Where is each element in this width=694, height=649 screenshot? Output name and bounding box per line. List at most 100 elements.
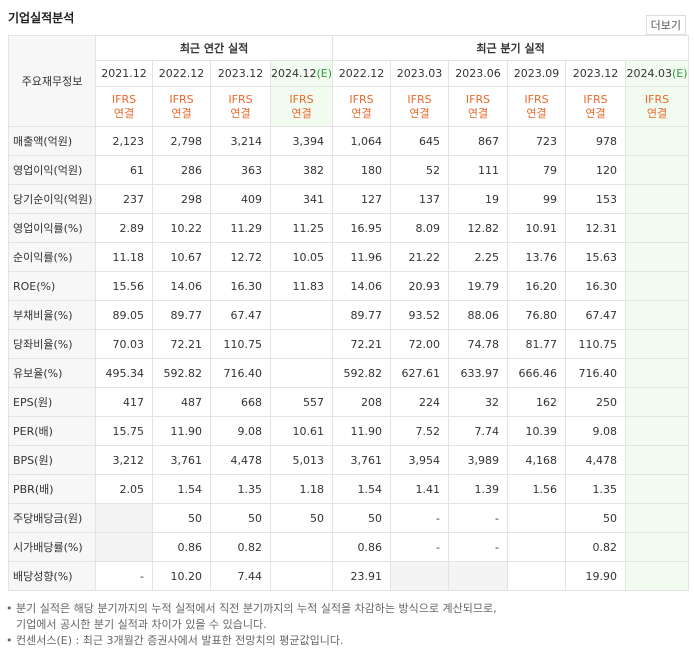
note: • 컨센서스(E) : 최근 3개월간 증권사에서 발표한 전망치의 평균값입니…: [6, 633, 497, 649]
data-row: PER(배) 15.75 11.90 9.08 10.61 11.90 7.52 7.74 10…: [8, 416, 690, 446]
bullet: •: [6, 602, 16, 615]
financial-table: 주요재무정보 최근 연간 실적 최근 분기 실적 2021.12 2022.12 2023…: [8, 35, 690, 591]
column-date: 2022.12: [152, 60, 211, 87]
header-row: IFRS 연결 IFRS 연결 IFRS 연결 IFRS 연결 IFRS 연결 IFRS 연결 IFRS…: [9, 86, 690, 127]
cell: -: [390, 532, 450, 562]
cell: 3,214: [210, 126, 271, 156]
row-label: 매출액(억원): [8, 126, 96, 156]
cell: 50: [152, 503, 211, 533]
more-button[interactable]: 더보기: [645, 15, 686, 35]
cell: 10.67: [152, 242, 211, 272]
cell: 409: [210, 184, 271, 214]
cell: 10.39: [507, 416, 567, 446]
header-row: 주요재무정보 최근 연간 실적 최근 분기 실적: [8, 35, 690, 127]
cell: 50: [269, 503, 334, 533]
column-standard: IFRS 연결: [210, 86, 271, 127]
cell: -: [95, 561, 153, 591]
cell: 88.06: [448, 300, 509, 330]
cell: 2,123: [95, 126, 153, 156]
standard: IFRS: [465, 92, 491, 106]
consolidation: 연결: [291, 106, 312, 120]
cell: [625, 561, 690, 591]
cell: [507, 561, 567, 591]
cell: 363: [210, 155, 271, 185]
consolidation: 연결: [526, 106, 547, 120]
consolidation: 연결: [351, 106, 372, 120]
data-row: 당좌비율(%) 70.03 72.21 110.75 72.21 72.00 74.78 81…: [8, 329, 690, 359]
column-standard: IFRS 연결: [152, 86, 211, 127]
note: 기업에서 공시한 분기 실적과 차이가 있을 수 있습니다.: [6, 617, 497, 633]
cell: 76.80: [507, 300, 567, 330]
cell: 487: [152, 387, 211, 417]
cell: 592.82: [332, 358, 392, 388]
cell: 50: [565, 503, 627, 533]
row-label: 영업이익(억원): [8, 155, 96, 185]
cell: 4,478: [565, 445, 627, 475]
cell: 89.05: [95, 300, 153, 330]
date: 2022.12: [158, 67, 205, 80]
cell: 286: [152, 155, 211, 185]
cell: 50: [210, 503, 271, 533]
cell: 645: [390, 126, 450, 156]
cell: 3,394: [269, 126, 334, 156]
cell: 11.29: [210, 213, 271, 243]
cell: 16.95: [332, 213, 392, 243]
cell: [625, 532, 690, 562]
cell: 1.56: [507, 474, 567, 504]
cell: [269, 329, 334, 359]
date: 2023.03: [396, 67, 443, 80]
cell: 137: [390, 184, 450, 214]
data-row: 부채비율(%) 89.05 89.77 67.47 89.77 93.52 88.06 76.…: [8, 300, 690, 330]
data-row: 영업이익(억원) 61 286 363 382 180 52 111 79 120: [8, 155, 690, 185]
column-date: 2023.12: [210, 60, 271, 87]
cell: [625, 213, 690, 243]
data-row: 주당배당금(원) 50 50 50 50- -50: [8, 503, 690, 533]
row-label: 유보율(%): [8, 358, 96, 388]
cell: 208: [332, 387, 392, 417]
cell: 592.82: [152, 358, 211, 388]
notes: • 분기 실적은 해당 분기까지의 누적 실적에서 직전 분기까지의 누적 실적…: [6, 601, 497, 649]
column-standard: IFRS 연결: [625, 86, 690, 127]
cell: 3,954: [390, 445, 450, 475]
cell: 10.05: [269, 242, 334, 272]
cell: 72.21: [152, 329, 211, 359]
cell: 52: [390, 155, 450, 185]
cell: 11.90: [332, 416, 392, 446]
cell: 666.46: [507, 358, 567, 388]
bullet: •: [6, 634, 16, 647]
cell: 110.75: [210, 329, 271, 359]
cell: 668: [210, 387, 271, 417]
cell: 4,478: [210, 445, 271, 475]
data-row: BPS(원) 3,212 3,761 4,478 5,013 3,761 3,954 3,98…: [8, 445, 690, 475]
cell: 12.72: [210, 242, 271, 272]
cell: 417: [95, 387, 153, 417]
row-label: 시가배당률(%): [8, 532, 96, 562]
cell: 72.21: [332, 329, 392, 359]
column-date: 2023.12: [565, 60, 627, 87]
column-date: 2024.12(E): [269, 60, 334, 87]
cell: 3,989: [448, 445, 509, 475]
row-label: 부채비율(%): [8, 300, 96, 330]
cell: [625, 387, 690, 417]
cell: 16.30: [565, 271, 627, 301]
cell: 7.74: [448, 416, 509, 446]
cell: [95, 532, 153, 562]
cell: 224: [390, 387, 450, 417]
cell: 10.91: [507, 213, 567, 243]
consolidation: 연결: [409, 106, 430, 120]
note-text: 컨센서스(E) : 최근 3개월간 증권사에서 발표한 전망치의 평균값입니다.: [16, 634, 344, 647]
cell: 250: [565, 387, 627, 417]
column-date: 2023.06: [448, 60, 509, 87]
cell: 716.40: [210, 358, 271, 388]
group-header: 최근 연간 실적: [94, 35, 334, 61]
column-standard: IFRS 연결: [95, 86, 153, 127]
cell: 633.97: [448, 358, 509, 388]
cell: 162: [507, 387, 567, 417]
column-standard: IFRS 연결: [507, 86, 567, 127]
cell: 11.83: [269, 271, 334, 301]
standard: IFRS: [228, 92, 253, 106]
cell: 93.52: [390, 300, 450, 330]
cell: 12.82: [448, 213, 509, 243]
cell: 15.56: [95, 271, 153, 301]
date: 2023.09: [513, 67, 560, 80]
